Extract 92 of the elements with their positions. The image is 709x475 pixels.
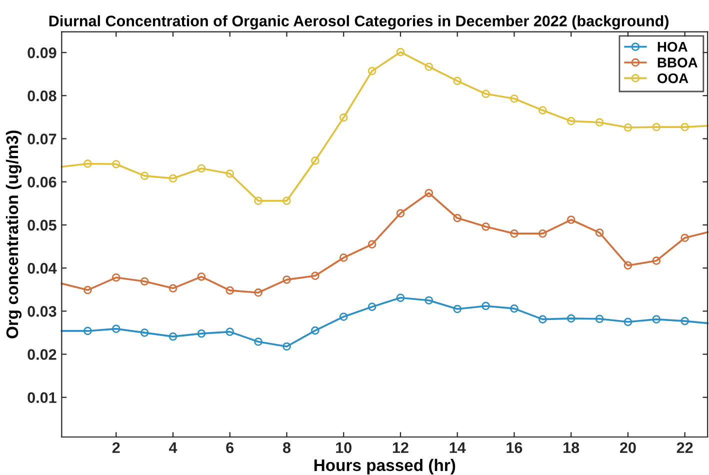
legend-label: OOA <box>658 73 688 84</box>
point <box>624 123 632 132</box>
point <box>84 286 92 294</box>
point <box>197 329 206 338</box>
point <box>538 106 547 114</box>
point <box>566 216 576 224</box>
point <box>652 256 661 265</box>
point <box>168 332 178 341</box>
point <box>482 222 490 231</box>
point <box>396 48 405 56</box>
point <box>339 312 348 321</box>
point <box>226 328 234 336</box>
point <box>453 304 462 314</box>
point <box>84 326 92 336</box>
y-axis-title: Org concentration (ug/m3) <box>6 130 22 338</box>
x-tick-label: 12 <box>392 442 408 453</box>
x-tick-label: 20 <box>620 442 636 454</box>
point <box>140 277 149 286</box>
point <box>680 122 689 132</box>
point <box>168 174 178 183</box>
y-tick-label: 0.05 <box>28 220 56 231</box>
x-axis-title: Hours passed (hr) <box>314 458 456 474</box>
x-tick-label: 4 <box>168 442 178 453</box>
point <box>282 342 291 351</box>
point <box>254 288 262 297</box>
point <box>595 228 604 237</box>
point <box>368 66 376 76</box>
point <box>652 315 661 324</box>
point <box>595 314 604 324</box>
point <box>339 113 348 122</box>
point <box>510 304 518 313</box>
point <box>566 116 576 126</box>
point <box>424 62 434 71</box>
point <box>453 214 462 222</box>
point <box>197 272 206 281</box>
point <box>311 326 320 335</box>
point <box>368 240 376 248</box>
point <box>453 76 462 86</box>
point <box>339 254 348 262</box>
x-tick-label: 14 <box>450 442 466 453</box>
point <box>624 261 632 270</box>
point <box>680 316 689 326</box>
point <box>510 229 518 238</box>
point <box>168 284 178 292</box>
x-tick-label: 10 <box>336 442 352 454</box>
point <box>396 209 405 218</box>
point <box>254 338 262 346</box>
y-tick-label: 0.06 <box>28 176 56 188</box>
point <box>624 318 632 326</box>
x-tick-label: 2 <box>112 442 120 453</box>
point <box>595 118 604 127</box>
x-tick-label: 16 <box>506 442 522 454</box>
y-tick-label: 0.09 <box>28 47 56 58</box>
y-tick-label: 0.01 <box>28 392 56 404</box>
point <box>311 156 320 165</box>
legend-label: HOA <box>658 42 688 52</box>
point <box>84 160 92 168</box>
point <box>112 273 120 282</box>
point <box>424 296 434 305</box>
point <box>680 234 689 242</box>
x-tick-label: 22 <box>676 442 693 453</box>
y-tick-label: 0.08 <box>28 90 56 102</box>
chart-title: Diurnal Concentration of Organic Aerosol Categories in December 2022 (background) <box>49 15 668 30</box>
x-tick-label: 18 <box>564 442 580 454</box>
x-tick-label: 8 <box>282 442 291 454</box>
point <box>254 196 262 205</box>
y-tick-label: 0.03 <box>28 306 56 317</box>
point <box>112 324 120 333</box>
legend-label: BBOA <box>658 58 698 68</box>
point <box>510 94 518 103</box>
point <box>538 315 547 324</box>
point <box>282 196 291 205</box>
point <box>652 122 661 132</box>
point <box>424 188 434 198</box>
point <box>140 172 149 180</box>
y-tick-label: 0.02 <box>28 349 56 360</box>
point <box>311 272 320 280</box>
point <box>482 302 490 310</box>
point <box>482 90 490 98</box>
point <box>368 302 376 311</box>
point <box>112 160 120 168</box>
point <box>538 229 547 238</box>
point <box>226 286 234 295</box>
point <box>282 276 291 284</box>
point <box>197 164 206 173</box>
y-tick-label: 0.07 <box>28 134 56 144</box>
point <box>140 328 149 337</box>
point <box>226 169 234 178</box>
y-tick-label: 0.04 <box>28 262 57 274</box>
x-tick-label: 6 <box>226 442 234 454</box>
point <box>566 314 576 323</box>
point <box>396 294 405 302</box>
